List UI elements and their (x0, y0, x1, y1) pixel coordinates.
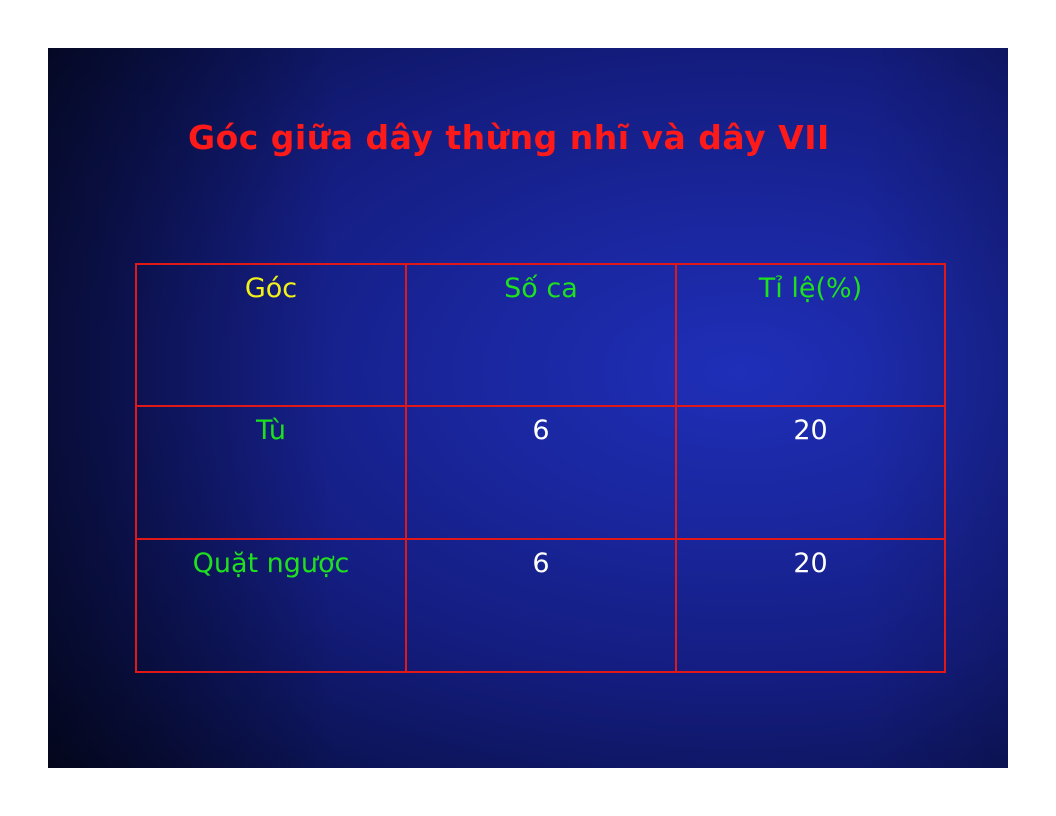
slide: Góc giữa dây thừng nhĩ và dây VII Góc Số… (48, 48, 1008, 768)
row-label-obtuse: Tù (135, 405, 407, 540)
table-header-row: Góc Số ca Tỉ lệ(%) (135, 263, 946, 407)
header-cell-ratio: Tỉ lệ(%) (675, 263, 946, 407)
header-cell-cases: Số ca (405, 263, 677, 407)
cell-ratio-obtuse: 20 (675, 405, 946, 540)
table-row: Tù 6 20 (135, 405, 946, 540)
cell-cases-recurrent: 6 (405, 538, 677, 673)
data-table: Góc Số ca Tỉ lệ(%) Tù 6 20 Quặt ngược 6 … (135, 263, 946, 673)
slide-title: Góc giữa dây thừng nhĩ và dây VII (188, 118, 830, 157)
table-row: Quặt ngược 6 20 (135, 538, 946, 673)
row-label-recurrent: Quặt ngược (135, 538, 407, 673)
header-cell-angle: Góc (135, 263, 407, 407)
cell-ratio-recurrent: 20 (675, 538, 946, 673)
cell-cases-obtuse: 6 (405, 405, 677, 540)
